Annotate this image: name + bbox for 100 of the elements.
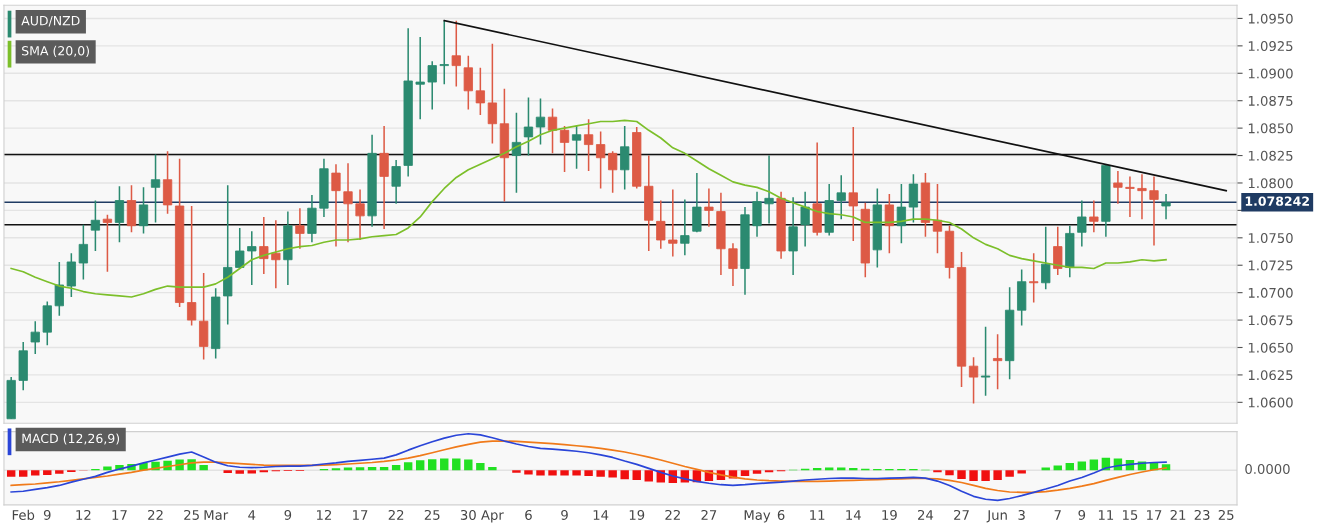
y-tick-label: 1.0700 bbox=[1248, 287, 1293, 298]
x-tick-label: 9 bbox=[43, 509, 51, 520]
candlestick bbox=[259, 216, 269, 275]
y-tick-label: 1.0750 bbox=[1248, 233, 1293, 244]
candlestick bbox=[992, 333, 1003, 390]
y-tick-label: 1.0925 bbox=[1248, 41, 1293, 52]
candlestick bbox=[1113, 170, 1123, 205]
candlestick bbox=[295, 207, 305, 250]
candlestick bbox=[764, 154, 774, 225]
bar bbox=[1017, 470, 1026, 474]
candlestick bbox=[620, 125, 630, 191]
candlestick bbox=[78, 223, 88, 281]
candlestick bbox=[475, 67, 485, 116]
y-tick-label: 1.0825 bbox=[1248, 150, 1293, 161]
y-tick-label: 1.0625 bbox=[1248, 370, 1293, 381]
x-tick-label: 6 bbox=[525, 509, 532, 520]
x-tick-label: 30 bbox=[460, 509, 476, 520]
x-tick-label: 14 bbox=[593, 510, 609, 520]
x-tick-label: 12 bbox=[317, 509, 332, 520]
chart-title: MACD (12,26,9) bbox=[22, 433, 120, 445]
bar bbox=[644, 470, 653, 482]
bar bbox=[464, 459, 473, 471]
y-tick-label: 1.0875 bbox=[1248, 95, 1293, 106]
x-tick-label: 17 bbox=[1147, 510, 1162, 520]
bar bbox=[440, 458, 449, 471]
x-tick-label: 3 bbox=[1018, 509, 1025, 520]
candlestick bbox=[1125, 175, 1135, 218]
bar bbox=[1053, 465, 1062, 471]
candlestick bbox=[439, 19, 449, 86]
bar bbox=[488, 466, 497, 471]
bar bbox=[428, 459, 437, 471]
candlestick bbox=[1077, 199, 1087, 248]
candlestick bbox=[379, 125, 389, 230]
candlestick bbox=[451, 19, 461, 88]
y-tick-label: 1.0725 bbox=[1248, 260, 1293, 271]
x-tick-label: 19 bbox=[629, 509, 645, 520]
candlestick bbox=[559, 125, 570, 173]
y-tick-label: 1.0950 bbox=[1248, 13, 1293, 24]
bar bbox=[403, 462, 413, 471]
bar bbox=[981, 470, 990, 482]
candlestick bbox=[1029, 252, 1039, 304]
candlestick bbox=[836, 174, 846, 220]
bar bbox=[596, 470, 605, 477]
bar bbox=[512, 470, 521, 473]
x-tick-label: 23 bbox=[1194, 509, 1210, 520]
candlestick bbox=[102, 214, 113, 273]
candlestick bbox=[884, 193, 894, 254]
x-tick-label: 25 bbox=[424, 509, 440, 520]
x-tick-label: 4 bbox=[248, 510, 256, 520]
candlestick bbox=[1089, 199, 1099, 234]
candlestick bbox=[427, 60, 437, 111]
x-tick-label: May bbox=[744, 510, 771, 523]
bar bbox=[957, 470, 966, 479]
candlestick bbox=[523, 96, 534, 157]
ref-line-label: 0.0000 bbox=[1245, 464, 1290, 474]
bar bbox=[19, 470, 28, 477]
candlestick bbox=[1053, 226, 1063, 276]
x-tick-label: 14 bbox=[846, 510, 861, 520]
x-tick-label: 24 bbox=[918, 509, 934, 520]
bar bbox=[476, 462, 485, 471]
x-tick-label: 9 bbox=[561, 509, 568, 520]
candlestick bbox=[1161, 193, 1171, 220]
x-tick-label: 12 bbox=[76, 509, 91, 520]
x-tick-label: 15 bbox=[1123, 510, 1138, 520]
x-tick-label: Apr bbox=[481, 510, 504, 523]
x-tick-label: 11 bbox=[810, 510, 825, 520]
bar bbox=[452, 458, 461, 471]
bar bbox=[969, 470, 978, 482]
x-tick-label: 9 bbox=[1078, 509, 1086, 520]
candlestick bbox=[908, 173, 919, 224]
candlestick bbox=[391, 159, 401, 205]
bar bbox=[584, 470, 593, 476]
y-tick-label: 1.0675 bbox=[1248, 315, 1293, 326]
bar bbox=[235, 470, 244, 474]
bar bbox=[740, 470, 750, 476]
bar bbox=[43, 470, 52, 475]
candlestick bbox=[608, 150, 618, 194]
bar bbox=[536, 470, 545, 476]
bar bbox=[548, 470, 557, 476]
candlestick bbox=[571, 125, 582, 170]
candlestick bbox=[848, 126, 858, 242]
x-tick-label: 22 bbox=[148, 509, 163, 520]
candlestick bbox=[343, 162, 353, 243]
bar bbox=[415, 460, 425, 471]
x-tick-label: 21 bbox=[1170, 509, 1186, 520]
x-tick-label: 22 bbox=[665, 509, 680, 520]
bar bbox=[1005, 470, 1014, 477]
candlestick bbox=[54, 261, 64, 317]
bar bbox=[1077, 461, 1087, 471]
bar bbox=[391, 465, 401, 471]
candlestick bbox=[968, 356, 979, 405]
y-tick-label: 1.0850 bbox=[1248, 123, 1293, 134]
candlestick bbox=[583, 118, 594, 172]
bar bbox=[524, 470, 533, 475]
bar bbox=[199, 465, 208, 471]
x-tick-label: 9 bbox=[284, 509, 292, 520]
candlestick bbox=[150, 153, 161, 224]
y-tick-label: 1.0600 bbox=[1248, 397, 1293, 408]
candlestick bbox=[487, 42, 497, 145]
x-tick-label: 27 bbox=[954, 509, 969, 520]
